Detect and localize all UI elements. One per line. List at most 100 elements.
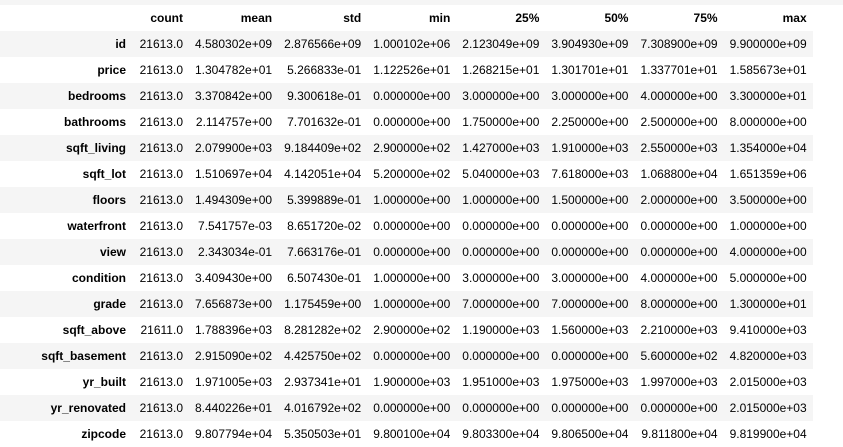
column-header: 50% <box>604 11 629 25</box>
table-cell: 5.600000e+02 <box>640 349 718 363</box>
table-row: condition 21613.0 3.409430e+00 6.507430e-01… <box>0 265 813 291</box>
row-index-label: condition <box>72 271 126 285</box>
table-cell: 1.427000e+03 <box>462 141 540 155</box>
row-index-label: bedrooms <box>67 89 126 103</box>
column-header: mean <box>240 11 273 25</box>
table-cell: 1.000000e+00 <box>373 271 451 285</box>
table-cell: 8.440226e+01 <box>195 401 273 415</box>
table-cell: 8.000000e+00 <box>729 115 807 129</box>
table-row: floors 21613.0 1.494309e+00 5.399889e-01 1.0… <box>0 187 813 213</box>
table-cell: 7.308900e+09 <box>640 37 718 51</box>
table-cell: 0.000000e+00 <box>462 401 540 415</box>
table-cell: 21613.0 <box>139 193 183 207</box>
table-cell: 5.399889e-01 <box>287 193 362 207</box>
table-cell: 9.803300e+04 <box>462 427 540 441</box>
table-cell: 9.184409e+02 <box>284 141 362 155</box>
table-cell: 5.350503e+01 <box>284 427 362 441</box>
table-cell: 0.000000e+00 <box>462 245 540 259</box>
table-cell: 2.900000e+02 <box>373 141 451 155</box>
table-cell: 4.000000e+00 <box>729 245 807 259</box>
table-cell: 1.975000e+03 <box>551 375 629 389</box>
table-cell: 21613.0 <box>139 141 183 155</box>
table-cell: 0.000000e+00 <box>373 349 451 363</box>
table-cell: 4.000000e+00 <box>640 271 718 285</box>
table-cell: 2.015000e+03 <box>729 375 807 389</box>
table-cell: 3.904930e+09 <box>551 37 629 51</box>
column-header: 75% <box>693 11 718 25</box>
table-cell: 2.900000e+02 <box>373 323 451 337</box>
table-cell: 1.300000e+01 <box>729 297 807 311</box>
table-cell: 1.000102e+06 <box>373 37 451 51</box>
table-header: count mean std min 25% 50% 75% max <box>0 5 813 31</box>
table-cell: 3.300000e+01 <box>729 89 807 103</box>
table-cell: 2.250000e+00 <box>551 115 629 129</box>
table-row: price 21613.0 1.304782e+01 5.266833e-01 1.12… <box>0 57 813 83</box>
table-cell: 0.000000e+00 <box>462 349 540 363</box>
row-index-label: yr_renovated <box>50 401 126 415</box>
table-cell: 1.997000e+03 <box>640 375 718 389</box>
table-cell: 2.079900e+03 <box>195 141 273 155</box>
table-cell: 21613.0 <box>139 245 183 259</box>
table-row: sqft_lot 21613.0 1.510697e+04 4.142051e+04 5… <box>0 161 813 187</box>
table-row: view 21613.0 2.343034e-01 7.663176e-01 0.000… <box>0 239 813 265</box>
table-cell: 6.507430e-01 <box>287 271 362 285</box>
table-cell: 4.425750e+02 <box>284 349 362 363</box>
table-cell: 9.410000e+03 <box>729 323 807 337</box>
table-cell: 0.000000e+00 <box>373 115 451 129</box>
table-cell: 4.580302e+09 <box>195 37 273 51</box>
table-cell: 1.500000e+00 <box>551 193 629 207</box>
table-cell: 2.123049e+09 <box>462 37 540 51</box>
header-row: count mean std min 25% 50% 75% max <box>0 5 813 31</box>
column-header: max <box>782 11 807 25</box>
table-cell: 1.175459e+00 <box>284 297 362 311</box>
table-cell: 1.651359e+06 <box>729 167 807 181</box>
table-cell: 1.585673e+01 <box>729 63 807 77</box>
column-header: 25% <box>515 11 540 25</box>
table-cell: 8.651720e-02 <box>287 219 362 233</box>
table-cell: 1.304782e+01 <box>195 63 273 77</box>
table-cell: 9.819900e+04 <box>729 427 807 441</box>
table-cell: 21613.0 <box>139 297 183 311</box>
table-cell: 3.000000e+00 <box>551 271 629 285</box>
table-cell: 9.900000e+09 <box>729 37 807 51</box>
table-row: sqft_basement 21613.0 2.915090e+02 4.425750… <box>0 343 813 369</box>
table-cell: 7.701632e-01 <box>287 115 362 129</box>
table-cell: 7.656873e+00 <box>195 297 273 311</box>
row-index-label: zipcode <box>81 427 126 441</box>
table-cell: 8.000000e+00 <box>640 297 718 311</box>
table-cell: 2.915090e+02 <box>195 349 273 363</box>
table-cell: 4.016792e+02 <box>284 401 362 415</box>
table-cell: 1.268215e+01 <box>462 63 540 77</box>
table-cell: 5.000000e+00 <box>729 271 807 285</box>
row-index-label: yr_built <box>82 375 126 389</box>
table-cell: 2.343034e-01 <box>198 245 273 259</box>
table-cell: 1.910000e+03 <box>551 141 629 155</box>
table-cell: 0.000000e+00 <box>551 245 629 259</box>
table-cell: 21613.0 <box>139 89 183 103</box>
table-cell: 1.494309e+00 <box>195 193 273 207</box>
table-cell: 0.000000e+00 <box>640 401 718 415</box>
row-index-label: waterfront <box>67 219 126 233</box>
table-cell: 9.300618e-01 <box>287 89 362 103</box>
table-cell: 4.820000e+03 <box>729 349 807 363</box>
table-cell: 2.876566e+09 <box>284 37 362 51</box>
index-header <box>0 5 132 31</box>
row-index-label: bathrooms <box>63 115 126 129</box>
table-cell: 0.000000e+00 <box>373 245 451 259</box>
table-cell: 0.000000e+00 <box>373 89 451 103</box>
table-cell: 21613.0 <box>139 219 183 233</box>
table-cell: 2.937341e+01 <box>284 375 362 389</box>
row-index-label: floors <box>92 193 126 207</box>
table-row: zipcode 21613.0 9.807794e+04 5.350503e+01 9.… <box>0 421 813 447</box>
table-cell: 21611.0 <box>140 323 184 337</box>
table-cell: 0.000000e+00 <box>640 219 718 233</box>
table-cell: 1.951000e+03 <box>462 375 540 389</box>
table-row: yr_built 21613.0 1.971005e+03 2.937341e+01 1… <box>0 369 813 395</box>
table-cell: 1.510697e+04 <box>195 167 273 181</box>
table-cell: 21613.0 <box>139 167 183 181</box>
table-cell: 5.266833e-01 <box>287 63 362 77</box>
row-index-label: sqft_above <box>62 323 126 337</box>
row-index-label: id <box>115 37 126 51</box>
table-cell: 0.000000e+00 <box>462 219 540 233</box>
table-cell: 2.015000e+03 <box>729 401 807 415</box>
